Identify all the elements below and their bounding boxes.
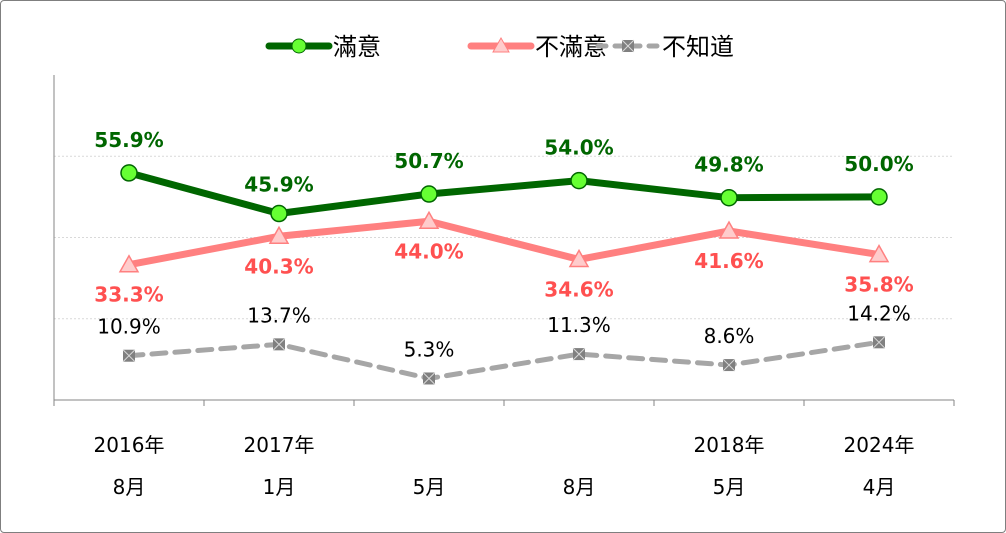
series-2: 33.3% 40.3% 44.0% 34.6% 41.6% 35.8%: [94, 210, 914, 307]
legend-item-1: 滿意: [265, 33, 381, 61]
data-label: 10.9%: [97, 315, 161, 339]
data-label: 34.6%: [544, 277, 613, 301]
x-tick-label-month: 4月: [863, 475, 896, 499]
data-label: 45.9%: [244, 173, 313, 197]
triangle-marker: [868, 244, 890, 263]
circle-marker: [270, 204, 288, 223]
legend-triangle-icon: [492, 36, 510, 53]
circle-marker: [570, 171, 588, 190]
legend-label: 滿意: [333, 33, 381, 61]
x-tick-label-month: 5月: [413, 475, 446, 499]
legend-item-2: 不滿意: [467, 33, 607, 61]
series-line: [125, 217, 883, 269]
x-tick-label-month: 5月: [713, 475, 746, 499]
data-label: 8.6%: [704, 324, 755, 348]
data-label: 11.3%: [547, 313, 611, 337]
data-label: 33.3%: [94, 283, 163, 307]
x-tick-label-month: 1月: [263, 475, 296, 499]
x-square-marker-cross: [872, 335, 886, 349]
triangle-marker: [718, 220, 740, 239]
data-label: 49.8%: [694, 153, 763, 177]
data-label: 13.7%: [247, 303, 311, 327]
x-tick-label-year: 2024年: [844, 433, 915, 457]
legend-label: 不滿意: [535, 33, 607, 61]
data-label: 40.3%: [244, 254, 313, 278]
series-3: 10.9% 13.7% 5.3% 11.3% 8.6% 14.2%: [97, 301, 911, 385]
data-label: 55.9%: [94, 128, 163, 152]
x-square-marker-cross: [572, 347, 586, 361]
legend-item-3: 不知道: [595, 33, 734, 61]
data-label: 50.0%: [844, 152, 913, 176]
data-label: 35.8%: [844, 273, 913, 297]
data-label: 44.0%: [394, 239, 463, 263]
legend-x-square-cross: [621, 39, 635, 53]
triangle-marker: [268, 225, 290, 245]
series-1: 55.9% 45.9% 50.7% 54.0% 49.8% 50.0%: [94, 128, 914, 223]
legend-circle-icon: [291, 38, 307, 54]
data-label: 41.6%: [694, 249, 763, 273]
x-tick-label-year: 2017年: [244, 433, 315, 457]
circle-marker: [120, 164, 138, 182]
circle-marker: [720, 188, 738, 207]
series-line: [125, 169, 883, 218]
data-label: 50.7%: [394, 149, 463, 173]
triangle-marker: [418, 210, 440, 229]
data-label: 14.2%: [847, 301, 911, 325]
circle-marker: [870, 188, 888, 206]
x-square-marker-cross: [422, 372, 436, 385]
x-tick-label-month: 8月: [563, 475, 596, 499]
triangle-marker: [118, 254, 140, 273]
x-square-marker-cross: [272, 337, 286, 351]
circle-marker: [420, 185, 438, 203]
x-tick-label-year: 2016年: [94, 433, 165, 457]
x-tick-label-year: 2018年: [694, 433, 765, 457]
x-square-marker-cross: [722, 358, 736, 372]
x-square-marker-cross: [122, 349, 136, 363]
legend-label: 不知道: [662, 33, 734, 61]
data-label: 5.3%: [404, 337, 455, 361]
series-line: [126, 339, 882, 381]
triangle-marker: [568, 248, 590, 268]
x-tick-label-month: 8月: [113, 475, 146, 499]
data-label: 54.0%: [544, 136, 613, 160]
